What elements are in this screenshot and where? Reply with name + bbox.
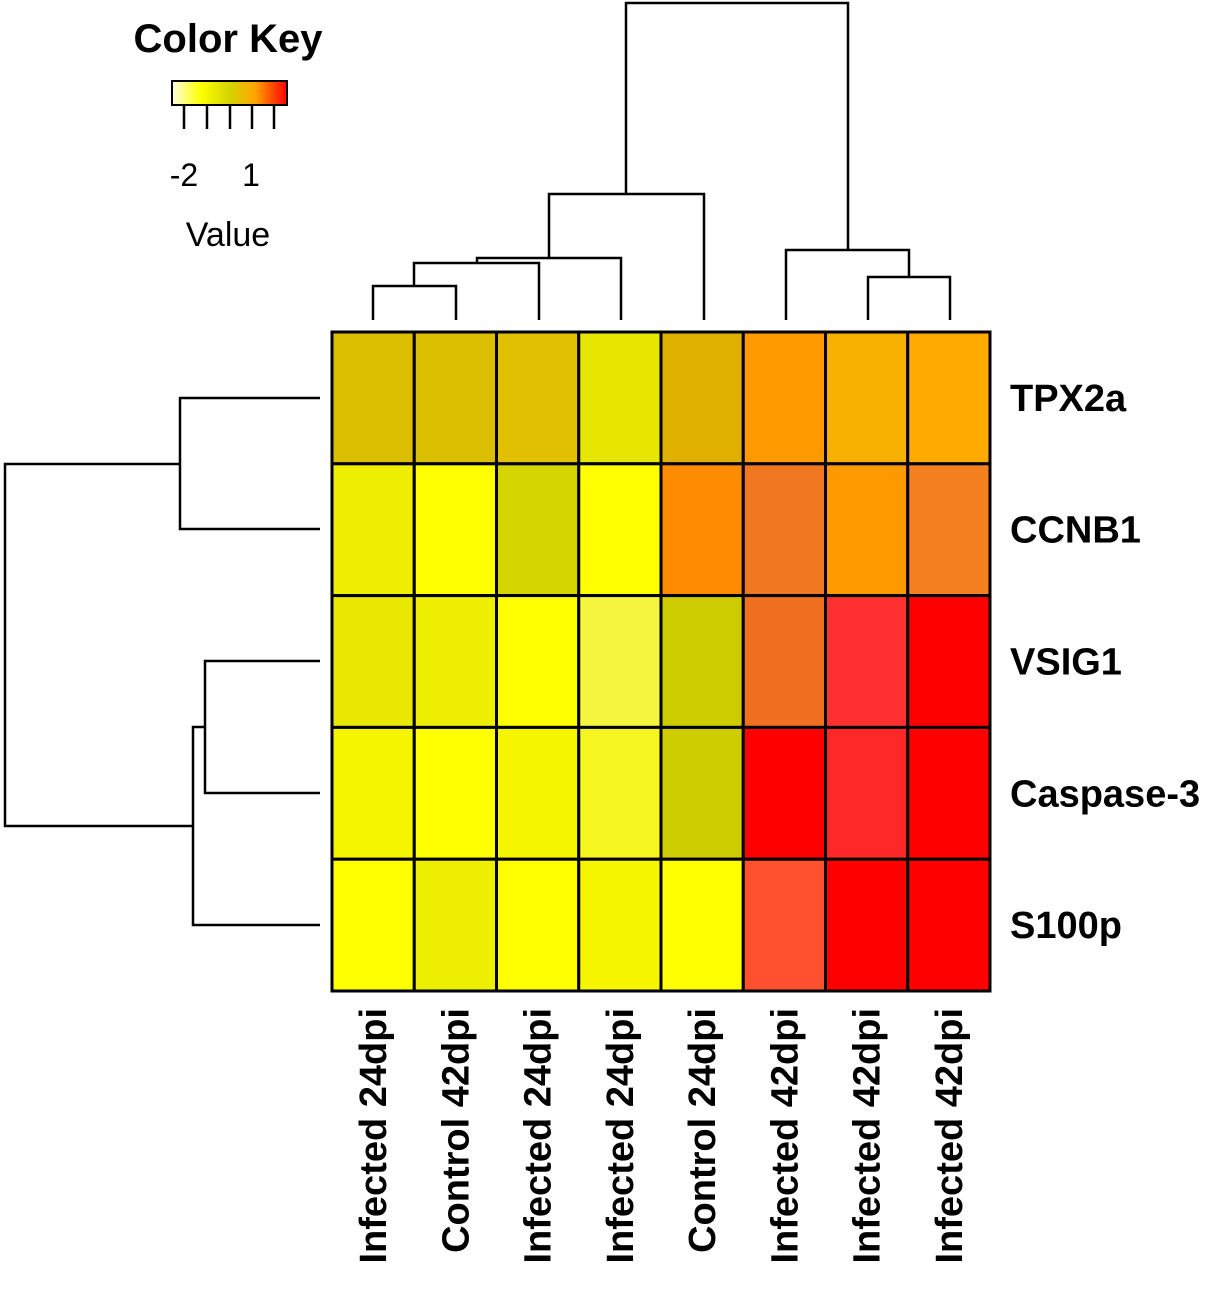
color-key-axis-label: Value <box>186 216 270 254</box>
heatmap-cell <box>577 462 663 598</box>
heatmap-cell <box>659 725 745 861</box>
heatmap-cell <box>741 857 827 993</box>
column-label: Infected 42dpi <box>764 1008 806 1264</box>
heatmap-cell <box>495 594 581 729</box>
column-label: Control 24dpi <box>682 1008 724 1253</box>
column-dendrogram <box>371 1 952 320</box>
heatmap-cell <box>412 462 498 598</box>
heatmap-cell <box>906 725 992 861</box>
heatmap-cells <box>330 330 992 993</box>
column-labels: Infected 24dpi Control 42dpi Infected 24dp… <box>353 1008 971 1264</box>
heatmap-cell <box>906 462 992 598</box>
heatmap-cell <box>741 594 827 729</box>
row-label: CCNB1 <box>1010 510 1141 552</box>
heatmap-cell <box>824 594 910 729</box>
heatmap-cell <box>659 330 745 466</box>
heatmap-cell <box>906 330 992 466</box>
heatmap-cell <box>412 725 498 861</box>
column-label: Control 42dpi <box>435 1008 477 1253</box>
heatmap-cell <box>412 330 498 466</box>
heatmap-cell <box>824 725 910 861</box>
heatmap-cell <box>412 857 498 993</box>
heatmap-cell <box>659 462 745 598</box>
row-dendrogram <box>3 396 320 927</box>
column-label: Infected 24dpi <box>518 1008 560 1264</box>
heatmap-cell <box>741 330 827 466</box>
heatmap-cell <box>330 857 416 993</box>
color-key-ticks <box>182 105 276 129</box>
row-label: TPX2a <box>1010 378 1127 420</box>
heatmap-cell <box>495 330 581 466</box>
heatmap-cell <box>824 330 910 466</box>
heatmap-cell <box>659 857 745 993</box>
heatmap-cell <box>577 857 663 993</box>
color-key-gradient <box>171 80 288 106</box>
heatmap-cell <box>577 594 663 729</box>
heatmap-cell <box>824 462 910 598</box>
heatmap-cell <box>741 725 827 861</box>
column-label: Infected 42dpi <box>929 1008 971 1264</box>
row-label: S100p <box>1010 905 1122 947</box>
color-key-tick-label: -2 <box>170 157 198 193</box>
row-label: Caspase-3 <box>1010 773 1200 815</box>
column-label: Infected 24dpi <box>353 1008 395 1264</box>
column-label: Infected 42dpi <box>847 1008 889 1264</box>
heatmap-cell <box>330 462 416 598</box>
heatmap-cell <box>577 725 663 861</box>
row-labels: TPX2a CCNB1 VSIG1 Caspase-3 S100p <box>1010 378 1200 947</box>
heatmap-cell <box>495 462 581 598</box>
heatmap-cell <box>330 594 416 729</box>
heatmap-cell <box>330 330 416 466</box>
heatmap-cell <box>906 594 992 729</box>
column-label: Infected 24dpi <box>600 1008 642 1264</box>
heatmap-cell <box>659 594 745 729</box>
heatmap-cell <box>577 330 663 466</box>
heatmap-cell <box>824 857 910 993</box>
heatmap-cell <box>906 857 992 993</box>
color-key: Color Key -2 1 Value <box>134 17 324 254</box>
heatmap-cell <box>741 462 827 598</box>
heatmap-cell <box>495 857 581 993</box>
heatmap-cell <box>412 594 498 729</box>
color-key-title: Color Key <box>134 17 324 61</box>
heatmap-cell <box>495 725 581 861</box>
color-key-tick-label: 1 <box>242 157 260 193</box>
row-label: VSIG1 <box>1010 642 1122 684</box>
heatmap-cell <box>330 725 416 861</box>
